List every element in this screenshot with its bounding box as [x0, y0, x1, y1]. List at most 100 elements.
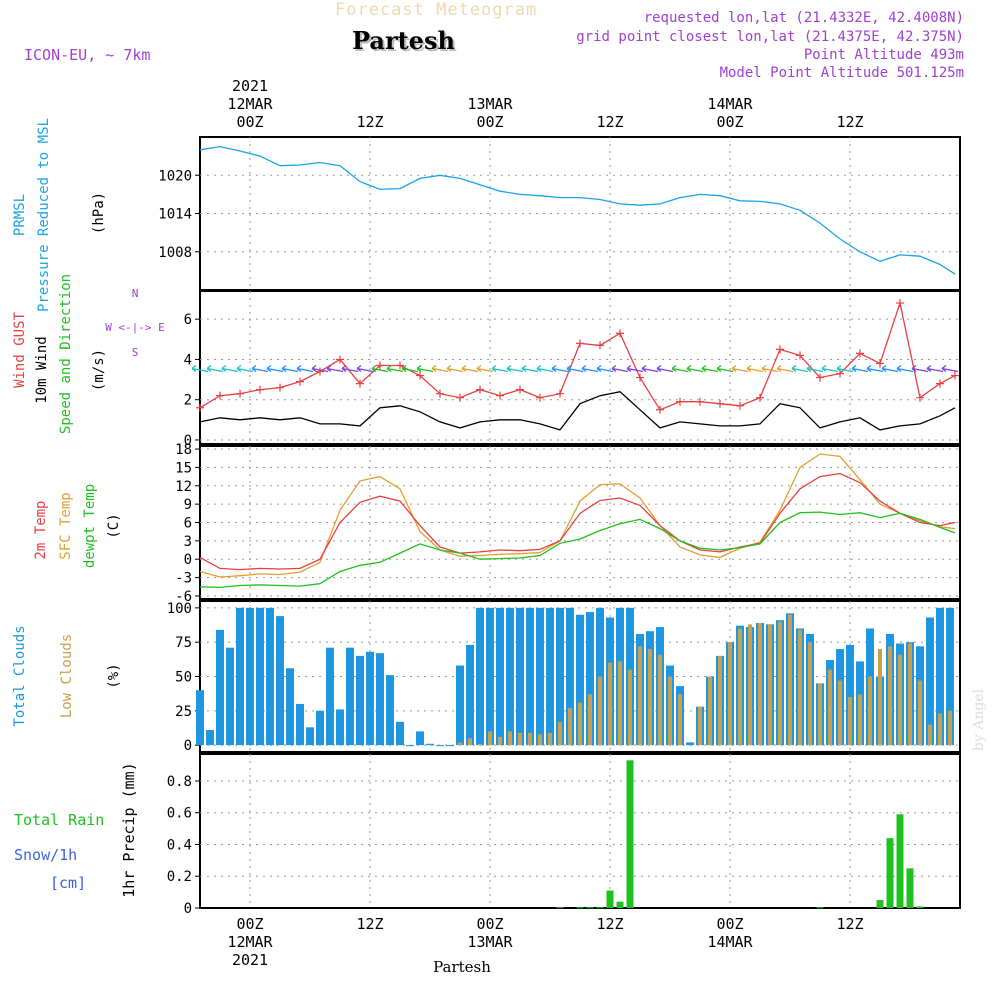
total-cloud-bar: [406, 745, 414, 747]
precipitation-ytick-label: 0.4: [167, 837, 192, 853]
rain-bar: [606, 890, 614, 908]
wind-direction-arrow: [356, 364, 374, 373]
gust-marker: [556, 389, 564, 398]
total-cloud-bar: [346, 647, 354, 746]
top-time-label: 12MAR: [227, 95, 273, 113]
total-cloud-bar: [206, 730, 214, 746]
low-cloud-bar: [888, 646, 892, 746]
precipitation-panel-frame: [199, 753, 961, 909]
rain-bar: [816, 907, 824, 909]
total-cloud-bar: [316, 710, 324, 746]
gust-marker: [416, 371, 424, 380]
gust-marker: [216, 391, 224, 400]
wind-direction-arrow: [461, 364, 479, 373]
top-time-label: 2021: [232, 77, 268, 95]
total-cloud-bar: [446, 745, 454, 747]
total-cloud-bar: [256, 607, 264, 746]
total-cloud-bar: [426, 743, 434, 746]
wind-direction-arrow: [671, 364, 689, 373]
total-cloud-bar: [196, 690, 204, 746]
model-altitude: Model Point Altitude 501.125m: [719, 65, 964, 81]
point-altitude: Point Altitude 493m: [803, 47, 964, 63]
gust-marker: [296, 377, 304, 386]
rain-bar: [916, 906, 924, 908]
wind-direction-arrow: [251, 364, 269, 373]
bottom-time-label: 00Z: [236, 915, 263, 933]
total-cloud-bar: [846, 644, 854, 746]
total-cloud-bar: [506, 607, 514, 746]
wind-direction-arrow: [326, 364, 344, 373]
total-cloud-bar: [336, 709, 344, 746]
wind-speed-label: 10m Wind: [34, 336, 50, 403]
total-cloud-bar: [926, 617, 934, 746]
pressure-label: Pressure Reduced to MSL: [36, 118, 52, 312]
rain-bar: [586, 907, 594, 909]
total-cloud-bar: [526, 607, 534, 746]
top-time-label: 00Z: [716, 113, 743, 131]
temperature-ytick-label: -3: [175, 571, 192, 587]
total-cloud-bar: [586, 611, 594, 746]
low-cloud-bar: [588, 694, 592, 746]
pressure-ytick-label: 1014: [158, 207, 192, 223]
clouds-ytick-label: 50: [175, 670, 192, 686]
wind-direction-arrow: [791, 364, 809, 373]
clouds-ytick-label: 75: [175, 635, 192, 651]
wind-direction-arrow: [806, 364, 824, 373]
low-cloud-bar: [598, 676, 602, 746]
low-cloud-bar: [578, 702, 582, 746]
gust-marker: [476, 385, 484, 394]
wind-direction-arrow: [851, 364, 869, 373]
gust-marker: [376, 361, 384, 370]
wind-speed-line: [199, 390, 956, 431]
total-cloud-bar: [576, 614, 584, 746]
low-cloud-bar: [868, 676, 872, 746]
low-cloud-bar: [548, 732, 552, 746]
temp-unit: (C): [106, 513, 122, 538]
gust-marker: [856, 349, 864, 358]
low-cloud-bar: [788, 614, 792, 746]
pressure-ytick-label: 1008: [158, 245, 192, 261]
wind-direction-arrow: [881, 364, 899, 373]
wind-direction-arrow: [896, 364, 914, 373]
low-cloud-bar: [798, 629, 802, 746]
total-cloud-bar: [246, 607, 254, 746]
dewpoint-label: dewpt Temp: [82, 484, 98, 568]
clouds-ytick-label: 0: [184, 738, 192, 754]
pressure-ytick-label: 1020: [158, 168, 192, 184]
wind-direction-arrow: [581, 364, 599, 373]
wind-direction-arrow: [221, 364, 239, 373]
wind-direction-arrow: [386, 364, 404, 373]
gust-marker: [396, 361, 404, 370]
top-time-label: 00Z: [476, 113, 503, 131]
footer-credit: by Angel: [971, 688, 987, 751]
total-cloud-bar: [556, 607, 564, 746]
wind-direction-arrow: [536, 364, 554, 373]
sfc-temp-label: SFC Temp: [58, 492, 74, 559]
low-cloud-bar: [848, 697, 852, 746]
gust-marker: [196, 403, 204, 412]
bottom-time-label: 12Z: [356, 915, 383, 933]
wind-direction-arrow: [686, 364, 704, 373]
total-cloud-bar: [276, 616, 284, 746]
wind-direction-arrow: [506, 364, 524, 373]
total-cloud-bar: [936, 607, 944, 746]
wind-direction-arrow: [866, 364, 884, 373]
snow-unit-label: [cm]: [50, 874, 86, 892]
wind-ytick-label: 0: [184, 433, 192, 449]
total-cloud-bar: [566, 607, 574, 746]
low-cloud-bar: [708, 676, 712, 746]
total-cloud-bar: [366, 651, 374, 746]
total-cloud-bar: [456, 665, 464, 746]
gust-marker: [596, 341, 604, 350]
top-time-label: 12Z: [836, 113, 863, 131]
low-cloud-bar: [478, 743, 482, 746]
low-cloud-label: Low Clouds: [59, 634, 75, 718]
chart-title: Forecast Meteogram: [335, 0, 538, 20]
wind-direction-arrow: [311, 364, 329, 373]
total-cloud-bar: [396, 721, 404, 746]
low-cloud-bar: [668, 676, 672, 746]
total-cloud-bar: [216, 629, 224, 746]
top-time-label: 00Z: [236, 113, 263, 131]
low-cloud-bar: [768, 624, 772, 746]
low-cloud-bar: [808, 642, 812, 746]
